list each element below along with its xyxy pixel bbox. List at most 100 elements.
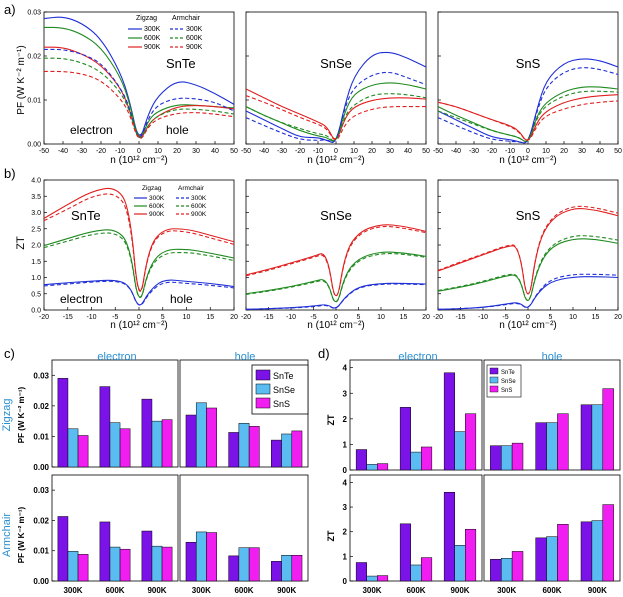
legend-b-armchair-title: Armchair	[178, 185, 205, 192]
x-tick-label: 20	[422, 314, 430, 321]
bar-snte-300k	[355, 562, 367, 582]
series-line-zigzag-600k	[437, 86, 619, 142]
bar-y-tick-label: 0	[343, 466, 348, 475]
bar-snte-900k	[580, 404, 593, 471]
x-tick-label: 0	[137, 148, 141, 155]
legend-b-300-label-2: 300K	[191, 195, 207, 202]
bar-snse-600k	[410, 451, 422, 471]
series-line-zigzag-300k	[245, 51, 427, 143]
x-tick-label: -5	[502, 314, 508, 321]
series-line-zigzag-600k	[43, 229, 235, 298]
legend-armchair-title: Armchair	[172, 15, 201, 22]
x-tick-label: -50	[241, 148, 251, 155]
bar-snte-600k	[535, 422, 547, 471]
series-line-zigzag-900k	[245, 88, 427, 140]
bar-sns-600k	[248, 547, 260, 582]
series-line-zigzag-600k	[44, 26, 235, 137]
bar-snse-900k	[591, 404, 604, 471]
bar-snse-300k	[195, 531, 207, 582]
x-axis-label: n (10¹² cm⁻²)	[307, 155, 365, 166]
bar-category-label: 900K	[588, 586, 607, 595]
bar-y-tick-label: 0.03	[33, 486, 49, 495]
legend-a-900-label: 900K	[144, 44, 161, 51]
bar-snte-300k	[57, 378, 69, 468]
legend-b-900-label-2: 900K	[191, 211, 207, 218]
bar-category-label: 300K	[192, 586, 211, 595]
bar-sns-600k	[421, 557, 433, 582]
bar-category-label: 600K	[406, 586, 425, 595]
x-axis-label: n (10¹² cm⁻²)	[307, 320, 365, 331]
series-line-zigzag-900k	[437, 94, 619, 141]
bar-y-tick-label: 2	[343, 528, 348, 537]
bar-category-label: 900K	[450, 586, 469, 595]
bar-sns-600k	[119, 548, 131, 582]
subplot-title: SnSe	[320, 208, 352, 223]
x-tick-label: 20	[230, 314, 238, 321]
bar-legend-d-snse: SnSe	[501, 379, 516, 385]
bar-y-tick-label: 0.00	[33, 463, 49, 472]
x-tick-label: -20	[433, 314, 443, 321]
bar-legend-c-sns: SnS	[273, 399, 290, 409]
x-tick-label: -10	[478, 314, 488, 321]
x-tick-label: 30	[192, 148, 200, 155]
bar-sns-600k	[421, 446, 433, 471]
bar-sns-300k	[206, 407, 217, 468]
bar-snte-900k	[141, 530, 153, 582]
x-tick-label: -5	[310, 314, 316, 321]
legend-zigzag-title: Zigzag	[136, 15, 157, 22]
x-tick-label: 5	[161, 314, 165, 321]
x-tick-label: -10	[86, 314, 96, 321]
series-line-zigzag-300k	[437, 276, 619, 310]
bar-sns-300k	[77, 554, 89, 582]
bar-snte-600k	[535, 537, 547, 582]
x-axis-label: n (10¹² cm⁻²)	[499, 320, 557, 331]
x-tick-label: 15	[592, 314, 600, 321]
series-line-zigzag-900k	[245, 224, 427, 297]
x-tick-label: 10	[569, 314, 577, 321]
bar-snte-300k	[490, 559, 502, 582]
bar-y-tick-label: 0.01	[33, 432, 49, 441]
subplot-title: SnS	[516, 56, 541, 71]
series-line-armchair-600k	[437, 90, 619, 142]
bar-y-tick-label: 0.01	[33, 547, 49, 556]
y-tick-label: 0.01	[27, 98, 41, 105]
x-tick-label: -20	[295, 148, 305, 155]
line-panel-0-0: -50 -40 -30 -20 -10 0 10 20 30 40 50 0.00 0.01 0.02 0.…	[27, 10, 238, 167]
bar-legend-d-swatch-sns	[489, 385, 499, 393]
bar-snse-600k	[238, 423, 250, 468]
x-tick-label: -5	[112, 314, 118, 321]
bar-snte-300k	[185, 541, 197, 582]
bar-sns-300k	[511, 442, 524, 471]
bar-snte-300k	[185, 414, 197, 468]
x-tick-label: -40	[451, 148, 461, 155]
bar-panel-1-3: 300K 600K 900K	[483, 474, 621, 595]
row-a-electron-label: electron	[70, 123, 113, 137]
bar-y-tick-label: 4	[343, 478, 348, 487]
bar-legend-c-swatch-sns	[255, 397, 271, 409]
bar-snse-600k	[410, 564, 422, 582]
bar-panel-1-0: 0 1 2 3 4	[343, 359, 483, 475]
series-line-armchair-900k	[245, 225, 427, 297]
bar-y-tick-label: 0	[343, 577, 348, 586]
x-axis-label: n (10¹² cm⁻²)	[499, 155, 557, 166]
x-tick-label: 10	[183, 314, 191, 321]
bar-panel-0-1	[179, 359, 309, 468]
panel-label-b: b)	[4, 166, 16, 181]
series-line-armchair-900k	[43, 193, 235, 292]
row-b-ylabel: ZT	[15, 236, 27, 250]
bar-panel-1-1	[483, 359, 621, 471]
x-tick-label: 5	[549, 314, 553, 321]
x-tick-label: 40	[211, 148, 219, 155]
panel-label-d: d)	[318, 346, 330, 361]
x-tick-label: -40	[259, 148, 269, 155]
bar-snse-900k	[281, 555, 293, 582]
bar-snte-300k	[490, 445, 502, 471]
x-tick-label: -20	[96, 148, 106, 155]
x-tick-label: 0	[526, 148, 530, 155]
bar-snse-300k	[500, 445, 513, 471]
x-tick-label: -15	[455, 314, 465, 321]
x-tick-label: 10	[350, 148, 358, 155]
plot-frame	[437, 179, 619, 311]
legend-a-600-label-2: 600K	[186, 35, 203, 42]
legend-a-900-label-2: 900K	[186, 44, 203, 51]
